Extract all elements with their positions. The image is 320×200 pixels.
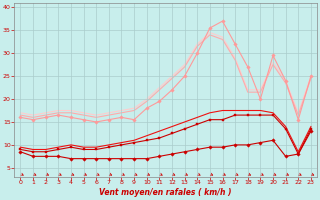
X-axis label: Vent moyen/en rafales ( km/h ): Vent moyen/en rafales ( km/h ) (100, 188, 232, 197)
